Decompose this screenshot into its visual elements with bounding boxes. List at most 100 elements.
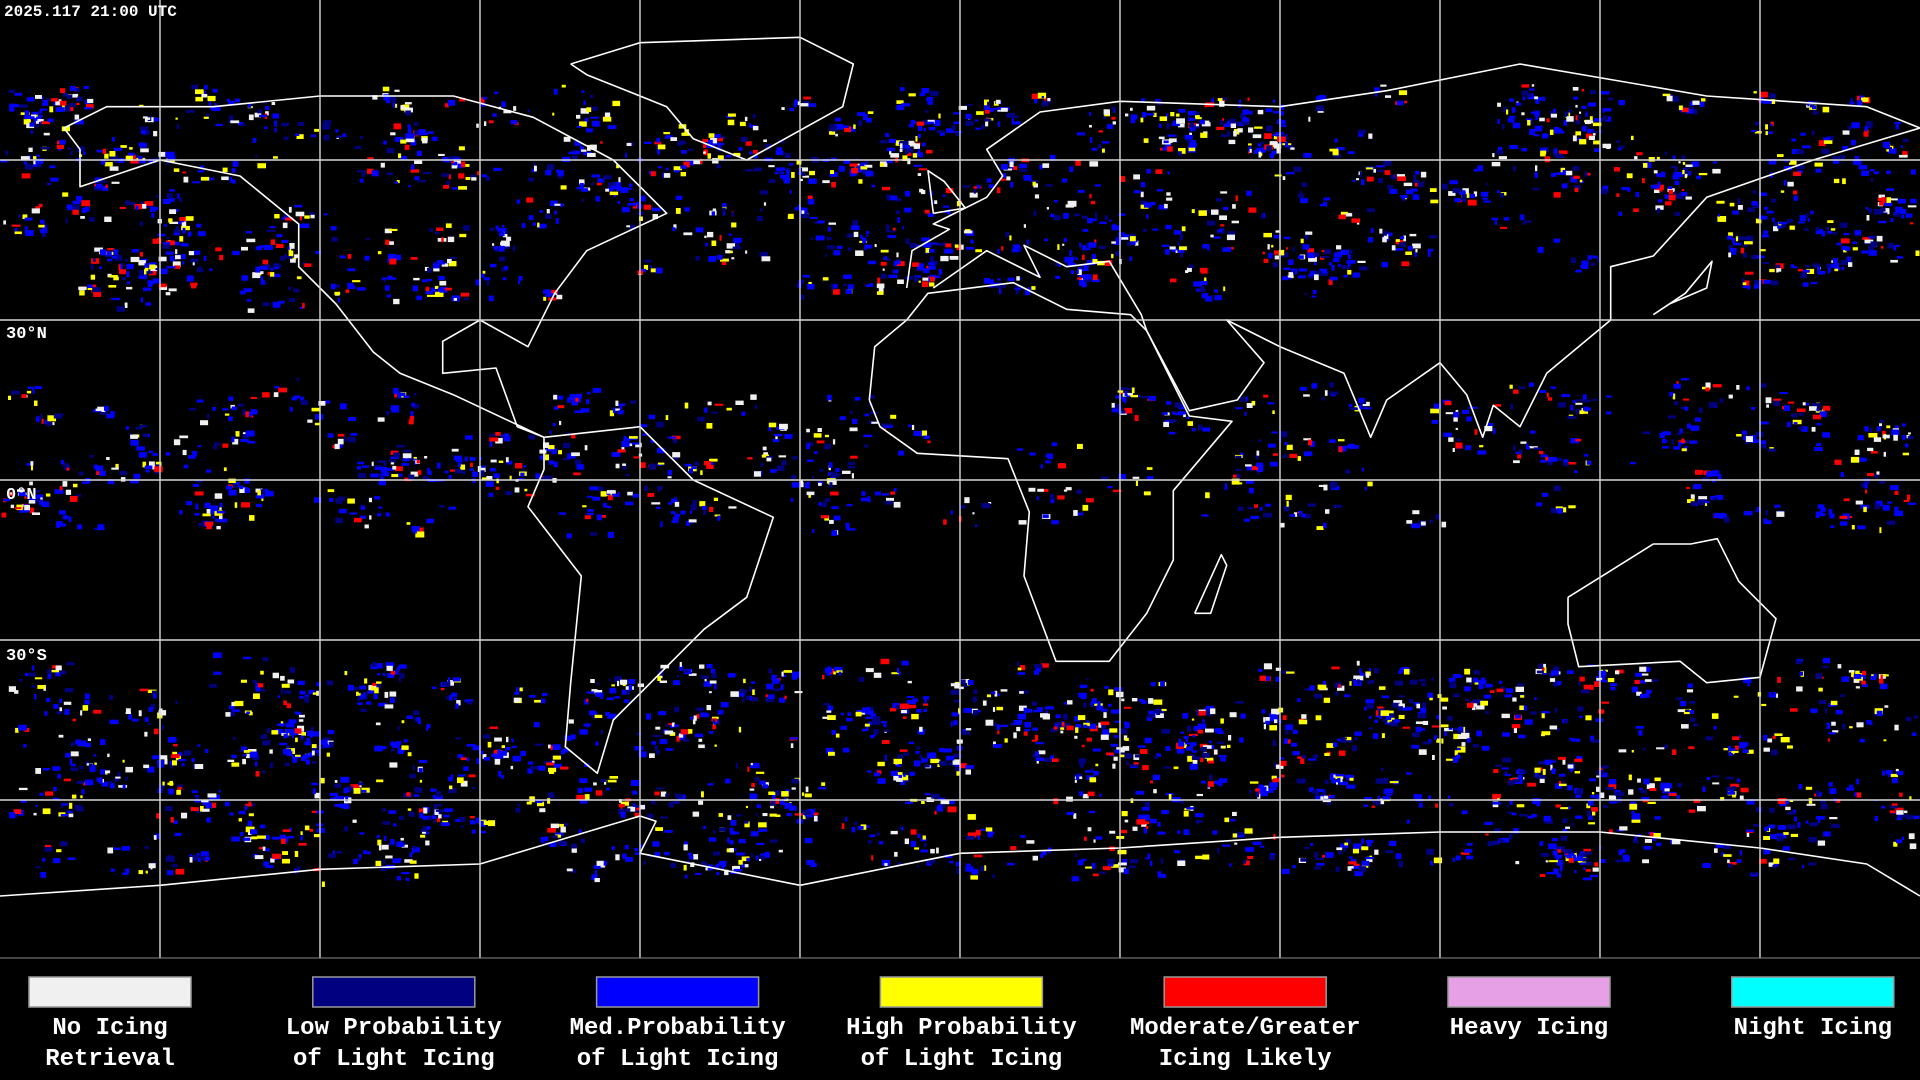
icing-pixel — [97, 524, 105, 531]
icing-pixel — [1692, 100, 1700, 105]
icing-pixel — [544, 454, 549, 461]
icing-pixel — [1614, 167, 1621, 172]
icing-pixel — [1216, 126, 1225, 130]
icing-pixel — [896, 100, 904, 104]
icing-pixel — [1224, 817, 1230, 823]
icing-pixel — [1874, 816, 1879, 821]
icing-pixel — [1517, 454, 1522, 459]
icing-pixel — [29, 481, 33, 486]
icing-pixel — [1247, 856, 1254, 860]
icing-pixel — [1141, 807, 1150, 811]
icing-pixel — [179, 236, 184, 242]
icing-pixel — [1120, 754, 1125, 758]
icing-pixel — [458, 173, 465, 179]
icing-pixel — [680, 510, 686, 515]
icing-pixel — [515, 808, 521, 813]
icing-pixel — [773, 790, 782, 796]
icing-pixel — [56, 522, 60, 529]
icing-pixel — [1875, 500, 1883, 507]
icing-pixel — [369, 515, 372, 520]
icing-pixel — [1574, 470, 1578, 473]
icing-pixel — [158, 151, 167, 157]
icing-pixel — [275, 729, 284, 735]
icing-pixel — [63, 778, 71, 782]
icing-pixel — [1144, 821, 1150, 825]
icing-pixel — [637, 683, 645, 688]
icing-pixel — [1501, 124, 1505, 130]
icing-pixel — [1010, 182, 1014, 188]
icing-pixel — [1809, 822, 1819, 827]
icing-pixel — [855, 250, 864, 256]
icing-pixel — [921, 757, 924, 763]
icing-pixel — [1556, 859, 1564, 866]
icing-pixel — [1086, 720, 1090, 723]
icing-pixel — [389, 697, 395, 703]
icing-pixel — [1587, 128, 1594, 134]
icing-pixel — [456, 700, 461, 706]
icing-pixel — [1521, 84, 1530, 88]
icing-pixel — [433, 804, 442, 807]
icing-pixel — [1136, 819, 1146, 825]
icing-pixel — [1882, 504, 1890, 511]
icing-pixel — [1201, 293, 1209, 299]
icing-pixel — [632, 790, 638, 795]
icing-pixel — [886, 230, 896, 233]
icing-pixel — [414, 873, 419, 879]
icing-pixel — [1619, 849, 1626, 853]
icing-pixel — [1121, 410, 1126, 414]
icing-pixel — [899, 143, 903, 149]
icing-pixel — [482, 270, 486, 274]
icing-pixel — [1330, 393, 1336, 397]
icing-pixel — [320, 777, 325, 784]
icing-pixel — [165, 806, 173, 811]
icing-pixel — [44, 845, 53, 852]
icing-pixel — [901, 103, 911, 107]
icing-pixel — [326, 752, 330, 757]
icing-pixel — [541, 692, 548, 697]
icing-pixel — [552, 755, 561, 760]
icing-pixel — [1418, 749, 1427, 755]
icing-pixel — [1275, 667, 1281, 671]
icing-pixel — [1601, 701, 1609, 704]
icing-pixel — [1601, 676, 1605, 681]
icing-pixel — [1184, 134, 1193, 140]
icing-pixel — [1798, 783, 1803, 790]
icing-pixel — [1840, 154, 1846, 160]
icing-pixel — [1773, 862, 1779, 867]
icing-pixel — [173, 744, 178, 747]
icing-pixel — [399, 676, 402, 683]
icing-pixel — [37, 163, 40, 169]
icing-pixel — [444, 159, 451, 163]
icing-pixel — [240, 831, 244, 837]
icing-pixel — [1114, 720, 1121, 723]
icing-pixel — [316, 828, 321, 833]
icing-pixel — [607, 182, 616, 189]
icing-pixel — [1100, 734, 1109, 740]
icing-pixel — [39, 160, 43, 164]
icing-pixel — [905, 148, 909, 154]
icing-pixel — [821, 782, 826, 786]
icing-pixel — [595, 790, 603, 796]
icing-pixel — [342, 133, 347, 138]
icing-pixel — [1654, 777, 1661, 782]
icing-pixel — [899, 149, 903, 152]
icing-pixel — [778, 849, 783, 853]
icing-pixel — [1166, 192, 1171, 196]
icing-pixel — [230, 120, 240, 124]
icing-pixel — [552, 423, 556, 427]
icing-pixel — [622, 463, 627, 470]
icing-pixel — [241, 502, 250, 508]
icing-pixel — [1903, 810, 1908, 814]
icing-pixel — [1263, 663, 1272, 670]
icing-pixel — [143, 287, 152, 291]
icing-pixel — [717, 710, 724, 715]
icing-pixel — [139, 688, 149, 692]
icing-pixel — [705, 242, 708, 247]
icing-pixel — [1167, 146, 1173, 152]
icing-pixel — [549, 430, 552, 434]
icing-pixel — [624, 437, 630, 442]
icing-pixel — [1316, 526, 1324, 530]
icing-pixel — [547, 828, 556, 833]
icing-pixel — [1589, 778, 1596, 782]
icing-pixel — [315, 414, 324, 420]
